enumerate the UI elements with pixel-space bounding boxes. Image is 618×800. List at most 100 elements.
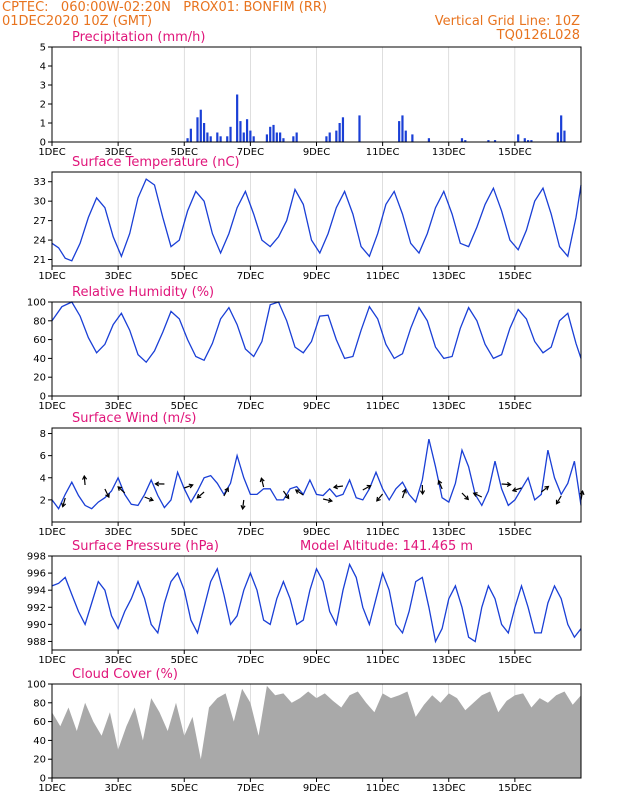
wind-arrow bbox=[117, 486, 126, 494]
precip-bar bbox=[493, 140, 497, 142]
y-tick-label: 60 bbox=[33, 335, 46, 346]
y-tick-label: 60 bbox=[33, 717, 46, 728]
wind-arrow-head bbox=[196, 493, 202, 499]
x-tick-label: 1DEC bbox=[38, 527, 65, 538]
x-tick-label: 13DEC bbox=[432, 401, 466, 412]
wind-arrow-head bbox=[327, 497, 334, 503]
y-tick-label: 2 bbox=[40, 495, 46, 506]
precip-bar bbox=[335, 130, 338, 142]
precip-bar bbox=[527, 140, 530, 142]
precip-bar bbox=[464, 140, 467, 142]
y-tick-label: 40 bbox=[33, 354, 46, 365]
wind-arrow bbox=[333, 485, 344, 488]
precip-bar bbox=[229, 126, 232, 142]
precip-bar bbox=[239, 121, 242, 142]
x-tick-label: 7DEC bbox=[237, 783, 264, 794]
precip-bar bbox=[398, 121, 401, 142]
y-tick-label: 100 bbox=[27, 680, 46, 691]
wind-arrow bbox=[473, 492, 483, 498]
wind-arrow bbox=[62, 497, 66, 507]
y-tick-label: 5 bbox=[40, 43, 46, 54]
precip-bar bbox=[269, 126, 272, 142]
precip-bar bbox=[236, 94, 239, 142]
precip-bar bbox=[563, 130, 566, 142]
x-tick-label: 3DEC bbox=[104, 271, 131, 282]
panel-title: Surface Pressure (hPa) bbox=[72, 539, 219, 554]
series-line bbox=[51, 438, 582, 510]
x-tick-label: 3DEC bbox=[104, 527, 131, 538]
precip-bar bbox=[275, 132, 278, 142]
y-tick-label: 30 bbox=[33, 197, 46, 208]
x-tick-label: 13DEC bbox=[432, 527, 466, 538]
x-tick-label: 13DEC bbox=[432, 147, 466, 158]
x-tick-label: 11DEC bbox=[366, 783, 400, 794]
x-tick-label: 3DEC bbox=[104, 783, 131, 794]
wind-arrow-head bbox=[117, 486, 123, 491]
y-tick-label: 0 bbox=[40, 774, 46, 785]
panel-title: Surface Temperature (nC) bbox=[72, 155, 240, 170]
header-line1: CPTEC: 060:00W-02:20N PROX01: BONFIM (RR… bbox=[2, 0, 328, 15]
precip-bar bbox=[209, 136, 212, 142]
x-tick-label: 11DEC bbox=[366, 271, 400, 282]
y-tick-label: 996 bbox=[27, 569, 46, 580]
precip-bar bbox=[242, 132, 245, 142]
precip-bar bbox=[560, 115, 563, 142]
x-tick-label: 9DEC bbox=[303, 271, 330, 282]
y-tick-label: 100 bbox=[27, 298, 46, 309]
wind-arrow-head bbox=[61, 502, 67, 508]
wind-arrow-head bbox=[464, 495, 470, 501]
x-tick-label: 11DEC bbox=[366, 655, 400, 666]
x-tick-label: 5DEC bbox=[171, 271, 198, 282]
precip-bar bbox=[328, 132, 331, 142]
wind-arrow-head bbox=[376, 496, 381, 502]
wind-arrow bbox=[501, 483, 511, 486]
wind-arrow bbox=[540, 485, 549, 493]
wind-arrow-head bbox=[555, 499, 561, 505]
wind-arrow bbox=[223, 487, 229, 497]
wind-arrow bbox=[282, 490, 290, 499]
x-tick-label: 7DEC bbox=[237, 527, 264, 538]
precip-bar bbox=[265, 134, 269, 142]
precip-bar bbox=[245, 119, 249, 142]
precip-bar bbox=[252, 136, 255, 142]
x-tick-label: 11DEC bbox=[366, 147, 400, 158]
y-tick-label: 988 bbox=[27, 637, 46, 648]
wind-arrow-head bbox=[105, 493, 110, 499]
wind-arrow-head bbox=[81, 474, 88, 480]
wind-arrow bbox=[401, 489, 406, 499]
y-tick-label: 27 bbox=[33, 216, 46, 227]
y-tick-label: 1 bbox=[40, 119, 46, 130]
x-tick-label: 15DEC bbox=[498, 271, 532, 282]
wind-arrow-head bbox=[401, 488, 407, 494]
wind-arrow-head bbox=[284, 494, 290, 500]
y-tick-label: 40 bbox=[33, 736, 46, 747]
x-tick-label: 1DEC bbox=[38, 401, 65, 412]
x-tick-label: 1DEC bbox=[38, 271, 65, 282]
precip-bar bbox=[272, 124, 275, 142]
precip-bar bbox=[358, 115, 361, 142]
precip-bar bbox=[338, 123, 341, 142]
precip-bar bbox=[411, 134, 414, 142]
y-tick-label: 6 bbox=[40, 451, 46, 462]
x-tick-label: 9DEC bbox=[303, 783, 330, 794]
wind-arrow-head bbox=[188, 483, 194, 489]
x-tick-label: 7DEC bbox=[237, 147, 264, 158]
wind-arrow bbox=[242, 499, 245, 510]
wind-arrow-head bbox=[366, 484, 372, 490]
wind-arrow bbox=[295, 489, 304, 496]
x-tick-label: 1DEC bbox=[38, 147, 65, 158]
y-tick-label: 80 bbox=[33, 698, 46, 709]
x-tick-label: 9DEC bbox=[303, 655, 330, 666]
y-tick-label: 8 bbox=[40, 429, 46, 440]
precip-bar bbox=[216, 132, 219, 142]
y-tick-label: 994 bbox=[27, 586, 46, 597]
precip-bar bbox=[517, 134, 520, 142]
precip-bar bbox=[523, 138, 526, 142]
wind-arrow bbox=[461, 492, 469, 500]
series-line bbox=[51, 301, 582, 364]
precip-bar bbox=[186, 138, 189, 142]
wind-arrow bbox=[556, 495, 562, 505]
precip-bar bbox=[219, 136, 222, 142]
x-tick-label: 15DEC bbox=[498, 147, 532, 158]
